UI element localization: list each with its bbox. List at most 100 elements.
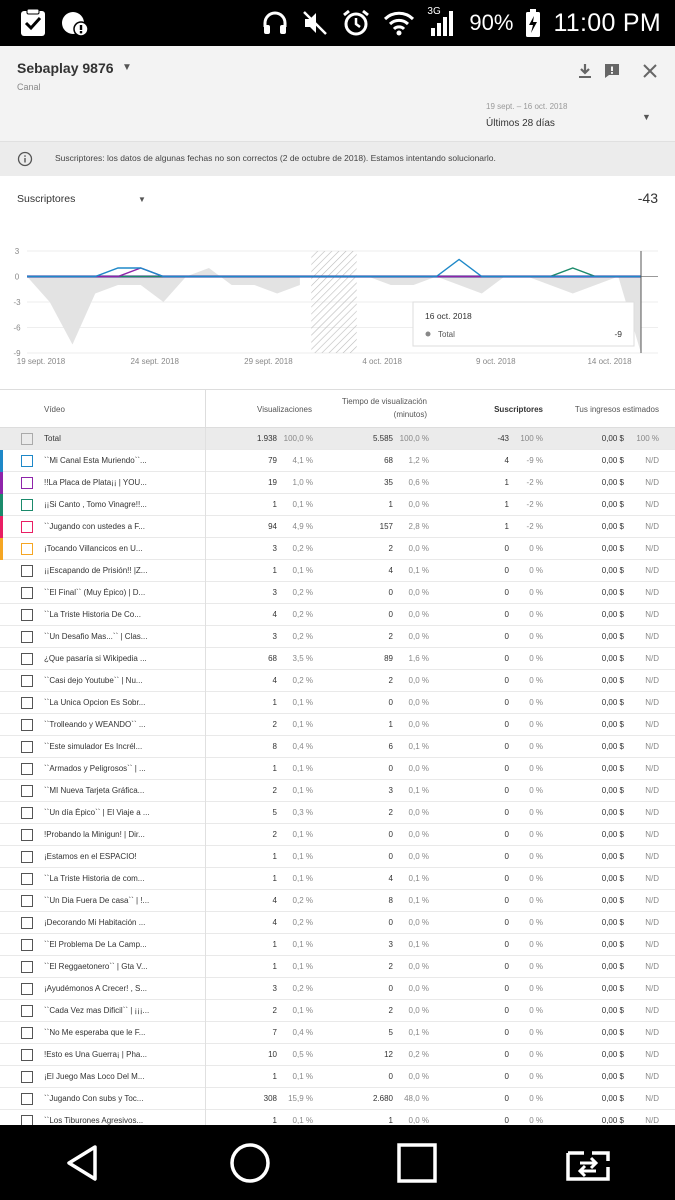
checkbox[interactable] xyxy=(21,983,33,995)
metric-select[interactable]: Suscriptores xyxy=(17,193,76,205)
checkbox[interactable] xyxy=(21,829,33,841)
video-title[interactable]: ``Casi dejo Youtube`` | Nu... xyxy=(44,676,143,685)
table-row[interactable]: ¡Decorando Mi Habitación ... 4 0,2 % 0 0,0 %… xyxy=(0,912,675,934)
checkbox[interactable] xyxy=(21,873,33,885)
table-row[interactable]: ``Un día Épico`` | El Viaje a ... 5 0,3 % 2… xyxy=(0,802,675,824)
table-row[interactable]: ``El Problema De La Camp... 1 0,1 % 3 0,1 % 0… xyxy=(0,934,675,956)
header-revenue[interactable]: Tus ingresos estimados xyxy=(574,405,659,414)
video-title[interactable]: !Esto es Una Guerra¡ | Pha... xyxy=(44,1050,148,1059)
table-row[interactable]: ``Jugando con ustedes a F... 94 4,9 % 157 2,… xyxy=(0,516,675,538)
checkbox[interactable] xyxy=(21,477,33,489)
video-title[interactable]: ¡Estamos en el ESPACIO! xyxy=(44,852,137,861)
table-row[interactable]: ``Un Desafio Mas...`` | Clas... 3 0,2 % 2 0,… xyxy=(0,626,675,648)
table-row[interactable]: ¡Tocando Villancicos en U... 3 0,2 % 2 0,0 %… xyxy=(0,538,675,560)
checkbox[interactable] xyxy=(21,1027,33,1039)
table-row[interactable]: ¡Estamos en el ESPACIO! 1 0,1 % 0 0,0 % 0 0 % 0… xyxy=(0,846,675,868)
video-title[interactable]: ¡El Juego Mas Loco Del M... xyxy=(44,1072,145,1081)
chevron-down-icon[interactable]: ▼ xyxy=(138,195,146,204)
video-title[interactable]: ``La Triste Historia De Co... xyxy=(44,610,141,619)
checkbox[interactable] xyxy=(21,587,33,599)
checkbox[interactable] xyxy=(21,609,33,621)
table-row[interactable]: ``El Reggaetonero`` | Gta V... 1 0,1 % 2 0,0… xyxy=(0,956,675,978)
checkbox[interactable] xyxy=(21,631,33,643)
video-title[interactable]: ``Mi Canal Esta Muriendo``... xyxy=(44,456,147,465)
table-row[interactable]: ¡¡Si Canto , Tomo Vinagre!!... 1 0,1 % 1 0,0… xyxy=(0,494,675,516)
checkbox[interactable] xyxy=(21,1049,33,1061)
checkbox[interactable] xyxy=(21,763,33,775)
table-row[interactable]: ``Este simulador Es Incrél... 8 0,4 % 6 0,1 … xyxy=(0,736,675,758)
video-title[interactable]: ¡Decorando Mi Habitación ... xyxy=(44,918,146,927)
table-row[interactable]: ``La Triste Historia De Co... 4 0,2 % 0 0,0 … xyxy=(0,604,675,626)
checkbox[interactable] xyxy=(21,741,33,753)
video-title[interactable]: ``Cada Vez mas Dificil`` | ¡¡¡... xyxy=(44,1006,150,1015)
video-title[interactable]: ``Un día Épico`` | El Viaje a ... xyxy=(44,808,150,817)
table-row[interactable]: ``Un Dia Fuera De casa`` | !... 4 0,2 % 8 0,… xyxy=(0,890,675,912)
checkbox[interactable] xyxy=(21,719,33,731)
back-icon[interactable] xyxy=(61,1141,105,1185)
video-title[interactable]: ``El Problema De La Camp... xyxy=(44,940,147,949)
checkbox[interactable] xyxy=(21,851,33,863)
video-title[interactable]: ``El Final`` (Muy Épico) | D... xyxy=(44,588,146,597)
close-icon[interactable] xyxy=(641,62,659,80)
video-title[interactable]: ``Los Tiburones Agresivos... xyxy=(44,1116,144,1125)
header-video[interactable]: Vídeo xyxy=(44,405,65,414)
checkbox[interactable] xyxy=(21,521,33,533)
checkbox[interactable] xyxy=(21,1093,33,1105)
checkbox[interactable] xyxy=(21,455,33,467)
checkbox[interactable] xyxy=(21,653,33,665)
table-row[interactable]: ``La Triste Historia de com... 1 0,1 % 4 0,1… xyxy=(0,868,675,890)
header-watch-time[interactable]: Tiempo de visualización xyxy=(341,397,427,406)
video-title[interactable]: !!La Placa de Plata¡¡ | YOU... xyxy=(44,478,147,487)
table-row[interactable]: ¡El Juego Mas Loco Del M... 1 0,1 % 0 0,0 % 0… xyxy=(0,1066,675,1088)
checkbox[interactable] xyxy=(21,785,33,797)
table-row[interactable]: ``Casi dejo Youtube`` | Nu... 4 0,2 % 2 0,0 … xyxy=(0,670,675,692)
table-row[interactable]: ``Trolleando y WEANDO`` ... 2 0,1 % 1 0,0 % 0… xyxy=(0,714,675,736)
table-row[interactable]: ¿Que pasaría si Wikipedia ... 68 3,5 % 89 1,… xyxy=(0,648,675,670)
checkbox[interactable] xyxy=(21,939,33,951)
download-icon[interactable] xyxy=(576,62,594,80)
checkbox[interactable] xyxy=(21,697,33,709)
video-title[interactable]: ``Un Desafio Mas...`` | Clas... xyxy=(44,632,148,641)
video-title[interactable]: ¿Que pasaría si Wikipedia ... xyxy=(44,654,147,663)
video-title[interactable]: ¡¡Si Canto , Tomo Vinagre!!... xyxy=(44,500,147,509)
period-select[interactable]: Últimos 28 días xyxy=(486,118,555,129)
checkbox[interactable] xyxy=(21,1005,33,1017)
home-icon[interactable] xyxy=(228,1141,272,1185)
video-title[interactable]: ``Este simulador Es Incrél... xyxy=(44,742,143,751)
feedback-icon[interactable] xyxy=(603,62,621,80)
video-title[interactable]: ``Trolleando y WEANDO`` ... xyxy=(44,720,146,729)
table-row[interactable]: ¡Ayudémonos A Crecer! , S... 3 0,2 % 0 0,0 %… xyxy=(0,978,675,1000)
table-row[interactable]: ``Jugando Con subs y Toc... 308 15,9 % 2.68… xyxy=(0,1088,675,1110)
video-title[interactable]: ``No Me esperaba que le F... xyxy=(44,1028,146,1037)
checkbox[interactable] xyxy=(21,499,33,511)
video-title[interactable]: ``El Reggaetonero`` | Gta V... xyxy=(44,962,148,971)
table-row[interactable]: !Esto es Una Guerra¡ | Pha... 10 0,5 % 12 0,… xyxy=(0,1044,675,1066)
table-row[interactable]: ¡¡Escapando de Prisión!! |Z... 1 0,1 % 4 0,1… xyxy=(0,560,675,582)
table-row[interactable]: !!La Placa de Plata¡¡ | YOU... 19 1,0 % 35 0… xyxy=(0,472,675,494)
checkbox[interactable] xyxy=(21,565,33,577)
video-title[interactable]: ``Un Dia Fuera De casa`` | !... xyxy=(44,896,150,905)
checkbox[interactable] xyxy=(21,917,33,929)
video-title[interactable]: ``La Unica Opcion Es Sobr... xyxy=(44,698,146,707)
table-row[interactable]: ``MI Nueva Tarjeta Gráfica... 2 0,1 % 3 0,1 … xyxy=(0,780,675,802)
table-row[interactable]: ``Cada Vez mas Dificil`` | ¡¡¡... 2 0,1 % 2… xyxy=(0,1000,675,1022)
recents-icon[interactable] xyxy=(395,1141,439,1185)
subscribers-chart[interactable]: 30-3-6-919 sept. 2018 24 sept. 2018 29 sep… xyxy=(0,236,675,386)
checkbox[interactable] xyxy=(21,961,33,973)
video-title[interactable]: ``Jugando Con subs y Toc... xyxy=(44,1094,144,1103)
checkbox[interactable] xyxy=(21,675,33,687)
checkbox[interactable] xyxy=(21,543,33,555)
table-row[interactable]: ``La Unica Opcion Es Sobr... 1 0,1 % 0 0,0 %… xyxy=(0,692,675,714)
video-title[interactable]: ¡¡Escapando de Prisión!! |Z... xyxy=(44,566,148,575)
table-row[interactable]: ``El Final`` (Muy Épico) | D... 3 0,2 % 0 0,… xyxy=(0,582,675,604)
checkbox[interactable] xyxy=(21,1071,33,1083)
checkbox[interactable] xyxy=(21,807,33,819)
header-views[interactable]: Visualizaciones xyxy=(257,405,312,414)
table-row[interactable]: ``Armados y Peligrosos`` | ... 1 0,1 % 0 0,0… xyxy=(0,758,675,780)
table-row[interactable]: ``No Me esperaba que le F... 7 0,4 % 5 0,1 %… xyxy=(0,1022,675,1044)
video-title[interactable]: ``Jugando con ustedes a F... xyxy=(44,522,145,531)
video-title[interactable]: ``La Triste Historia de com... xyxy=(44,874,145,883)
video-title[interactable]: ``Armados y Peligrosos`` | ... xyxy=(44,764,146,773)
table-row[interactable]: ``Mi Canal Esta Muriendo``... 79 4,1 % 68 1,… xyxy=(0,450,675,472)
video-title[interactable]: ``MI Nueva Tarjeta Gráfica... xyxy=(44,786,145,795)
